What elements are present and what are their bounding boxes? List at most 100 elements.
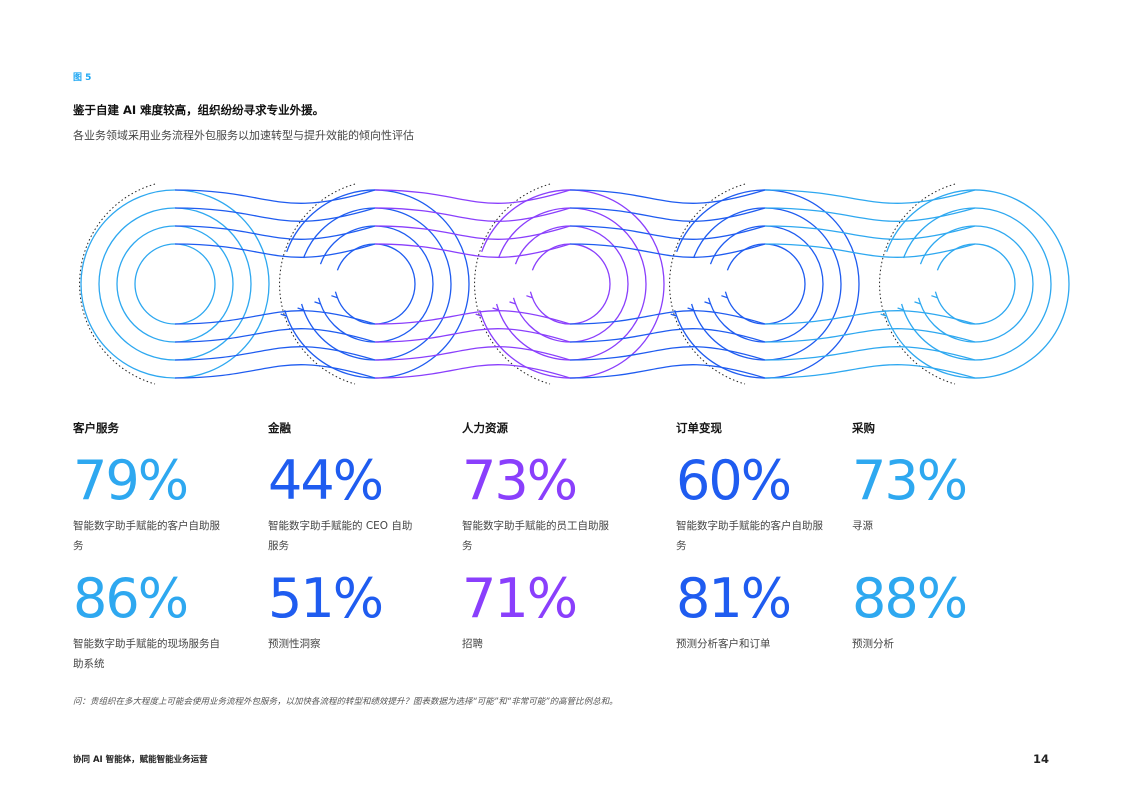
stat-value: 73% (462, 449, 578, 512)
ring-arc (676, 189, 860, 379)
ring-arc (886, 189, 1070, 379)
wave-connector (374, 207, 571, 222)
ring-arc (336, 243, 416, 325)
stat-description: 预测性洞察 (268, 638, 321, 650)
wave-connector (174, 346, 376, 361)
ring-arc (319, 225, 434, 343)
wave-connector (374, 364, 571, 379)
stat-value: 73% (852, 449, 968, 512)
wave-connector (569, 243, 766, 258)
arrow-icon (475, 309, 483, 318)
wave-connector (174, 328, 376, 343)
category-label: 订单变现 (676, 421, 722, 435)
wave-connector (174, 243, 376, 258)
arrow-icon (897, 303, 905, 312)
stat-value: 44% (268, 449, 384, 512)
stat-value: 71% (462, 567, 578, 630)
arrow-icon (331, 291, 339, 299)
interlocking-rings-diagram (79, 183, 1070, 385)
ring-arc (709, 225, 824, 343)
stat-description: 智能数字助手赋能的 CEO 自助服务 (268, 520, 413, 552)
stat-value: 60% (676, 449, 792, 512)
arrow-icon (880, 309, 888, 318)
wave-connector (374, 225, 571, 240)
stat-description: 招聘 (462, 638, 483, 650)
ring-arc (919, 225, 1034, 343)
stat-description: 预测分析 (852, 638, 894, 650)
stat-value: 79% (73, 449, 189, 512)
wave-connector (174, 225, 376, 240)
arrow-icon (721, 291, 729, 299)
category-label: 人力资源 (462, 421, 508, 435)
wave-connector (569, 189, 766, 204)
ring-arc (531, 243, 611, 325)
dotted-guide-arc (79, 183, 156, 385)
ring-arc (692, 207, 842, 361)
arrow-icon (670, 309, 678, 318)
ring-arc (936, 243, 1016, 325)
wave-connector (569, 328, 766, 343)
footnote: 问：贵组织在多大程度上可能会使用业务流程外包服务，以加快各流程的转型和绩效提升？… (73, 697, 618, 707)
arrow-icon (704, 297, 712, 305)
wave-connector (569, 364, 766, 379)
category-label: 金融 (268, 421, 291, 435)
dotted-guide-arc (279, 183, 356, 385)
wave-connector (569, 310, 766, 325)
ring-arc (497, 207, 647, 361)
arrow-icon (314, 297, 322, 305)
arrow-icon (509, 297, 517, 305)
footer-title: 协同 AI 智能体，赋能智能业务运营 (73, 755, 208, 765)
wave-connector (569, 225, 766, 240)
ring-stroke (98, 207, 252, 361)
stat-value: 81% (676, 567, 792, 630)
category-label: 客户服务 (73, 421, 119, 435)
ring-arc (726, 243, 806, 325)
wave-connector (374, 346, 571, 361)
stat-description: 智能数字助手赋能的客户自助服务 (73, 520, 220, 552)
wave-connector (174, 189, 376, 204)
arrow-icon (297, 303, 305, 312)
wave-connector (174, 207, 376, 222)
wave-connector (764, 364, 976, 379)
stat-description: 预测分析客户和订单 (676, 638, 771, 650)
wave-connector (174, 364, 376, 379)
ring-arc (481, 189, 665, 379)
ring-arc (902, 207, 1052, 361)
ring-stroke (80, 189, 270, 379)
arrow-icon (931, 291, 939, 299)
dotted-guide-arc (669, 183, 746, 385)
wave-connector (764, 243, 976, 258)
ring-arc (286, 189, 470, 379)
subheading: 各业务领域采用业务流程外包服务以加速转型与提升效能的倾向性评估 (73, 129, 414, 142)
wave-connector (764, 310, 976, 325)
page-number: 14 (1032, 752, 1049, 766)
wave-connector (374, 328, 571, 343)
arrow-icon (914, 297, 922, 305)
wave-connector (374, 243, 571, 258)
wave-connector (374, 189, 571, 204)
wave-connector (174, 310, 376, 325)
ring-arc (302, 207, 452, 361)
wave-connector (374, 310, 571, 325)
arrow-icon (492, 303, 500, 312)
wave-connector (764, 189, 976, 204)
stat-value: 51% (268, 567, 384, 630)
stat-description: 智能数字助手赋能的员工自助服务 (462, 520, 609, 552)
stat-value: 88% (852, 567, 968, 630)
wave-connector (764, 346, 976, 361)
dotted-guide-arc (879, 183, 956, 385)
figure-label: 图 5 (73, 73, 92, 83)
wave-connector (569, 207, 766, 222)
wave-connector (764, 207, 976, 222)
dotted-guide-arc (474, 183, 551, 385)
ring-stroke (134, 243, 216, 325)
arrow-icon (526, 291, 534, 299)
ring-arc (514, 225, 629, 343)
stat-description: 智能数字助手赋能的现场服务自助系统 (73, 638, 220, 670)
wave-connector (764, 328, 976, 343)
arrow-icon (687, 303, 695, 312)
wave-connector (764, 225, 976, 240)
stat-value: 86% (73, 567, 189, 630)
wave-connector (569, 346, 766, 361)
stat-description: 智能数字助手赋能的客户自助服务 (676, 520, 823, 552)
